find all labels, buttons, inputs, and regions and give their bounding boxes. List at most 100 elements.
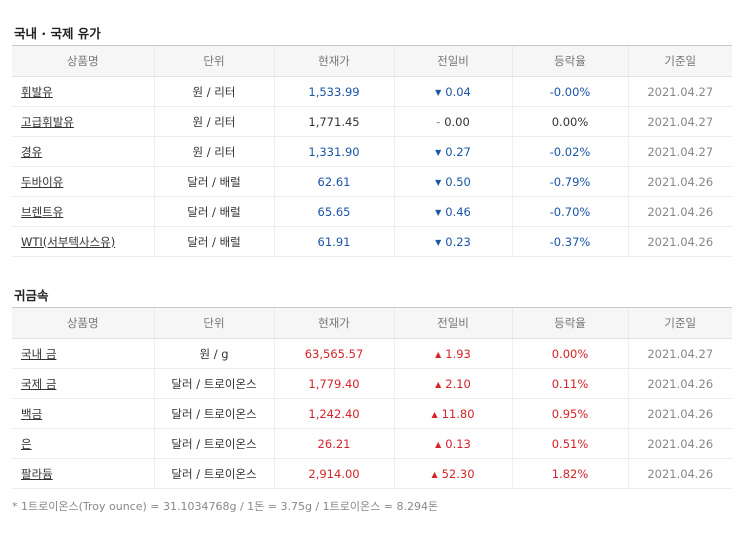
rate-cell: 0.00% — [511, 338, 628, 369]
up-triangle-icon: ▲ — [431, 409, 438, 419]
column-header: 등락율 — [511, 45, 628, 77]
commodity-name-link[interactable]: 휘발유 — [21, 84, 53, 99]
commodity-name-link[interactable]: WTI(서부텍사스유) — [21, 234, 116, 249]
oil-table-header: 상품명 단위 현재가 전일비 등락율 기준일 — [12, 45, 732, 77]
up-triangle-icon: ▲ — [431, 469, 438, 479]
table-row: 두바이유 달러 / 배럴 62.61 ▼ 0.50 -0.79% 2021.04.26 — [12, 166, 732, 197]
price-cell: 62.61 — [273, 166, 394, 197]
change-cell: ▲ 2.10 — [393, 368, 512, 399]
column-header: 기준일 — [627, 45, 732, 77]
table-row: 국제 금 달러 / 트로이온스 1,779.40 ▲ 2.10 0.11% 2021.04.… — [12, 368, 732, 399]
unit-cell: 달러 / 배럴 — [153, 226, 274, 257]
oil-price-table: 상품명 단위 현재가 전일비 등락율 기준일 휘발유 원 / 리터 1,533.99 ▼ 0.04… — [12, 45, 732, 257]
commodity-name-cell: 고급휘발유 — [12, 106, 154, 137]
down-triangle-icon: ▼ — [435, 237, 442, 247]
change-cell: ▲ 11.80 — [393, 398, 512, 429]
conversion-footnote: * 1트로이온스(Troy ounce) = 31.1034768g / 1돈 … — [12, 500, 439, 513]
change-value: 0.00 — [444, 114, 470, 129]
change-value: 0.23 — [445, 234, 471, 249]
unit-cell: 원 / g — [153, 338, 274, 369]
table-row: WTI(서부텍사스유) 달러 / 배럴 61.91 ▼ 0.23 -0.37% 2021.0… — [12, 226, 732, 257]
up-triangle-icon: ▲ — [435, 349, 442, 359]
commodity-name-cell: 국내 금 — [12, 338, 154, 369]
change-cell: ▼ 0.23 — [393, 226, 512, 257]
change-value: 0.04 — [445, 84, 471, 99]
metal-table-header: 상품명 단위 현재가 전일비 등락율 기준일 — [12, 307, 732, 339]
change-value: 0.50 — [445, 174, 471, 189]
rate-cell: 0.95% — [511, 398, 628, 429]
date-cell: 2021.04.26 — [627, 458, 732, 489]
change-cell: ▼ 0.50 — [393, 166, 512, 197]
rate-cell: -0.02% — [511, 136, 628, 167]
commodity-name-link[interactable]: 국제 금 — [21, 376, 57, 391]
price-cell: 63,565.57 — [273, 338, 394, 369]
column-header: 단위 — [153, 45, 274, 77]
date-cell: 2021.04.27 — [627, 76, 732, 107]
commodity-name-link[interactable]: 고급휘발유 — [21, 114, 74, 129]
price-cell: 1,771.45 — [273, 106, 394, 137]
commodity-name-link[interactable]: 경유 — [21, 144, 43, 159]
unit-cell: 달러 / 트로이온스 — [153, 398, 274, 429]
unit-cell: 원 / 리터 — [153, 76, 274, 107]
commodity-name-cell: 은 — [12, 428, 154, 459]
date-cell: 2021.04.26 — [627, 196, 732, 227]
price-cell: 1,242.40 — [273, 398, 394, 429]
commodity-name-cell: 경유 — [12, 136, 154, 167]
date-cell: 2021.04.27 — [627, 106, 732, 137]
table-row: 팔라듐 달러 / 트로이온스 2,914.00 ▲ 52.30 1.82% 2021.04.… — [12, 458, 732, 489]
change-cell: ▲ 52.30 — [393, 458, 512, 489]
up-triangle-icon: ▲ — [435, 379, 442, 389]
unit-cell: 달러 / 트로이온스 — [153, 458, 274, 489]
oil-section-title: 국내 · 국제 유가 — [14, 26, 101, 41]
column-header: 현재가 — [273, 45, 394, 77]
rate-cell: 0.00% — [511, 106, 628, 137]
commodity-name-cell: 팔라듐 — [12, 458, 154, 489]
down-triangle-icon: ▼ — [435, 177, 442, 187]
commodity-name-cell: 국제 금 — [12, 368, 154, 399]
metal-section-title: 귀금속 — [14, 288, 49, 303]
change-value: 52.30 — [441, 466, 475, 481]
dash-icon: – — [436, 117, 441, 127]
commodity-name-link[interactable]: 브렌트유 — [21, 204, 64, 219]
table-row: 백금 달러 / 트로이온스 1,242.40 ▲ 11.80 0.95% 2021.04.2… — [12, 398, 732, 429]
column-header: 등락율 — [511, 307, 628, 339]
unit-cell: 달러 / 배럴 — [153, 166, 274, 197]
commodity-name-link[interactable]: 두바이유 — [21, 174, 64, 189]
rate-cell: -0.37% — [511, 226, 628, 257]
commodity-name-cell: 백금 — [12, 398, 154, 429]
table-row: 은 달러 / 트로이온스 26.21 ▲ 0.13 0.51% 2021.04.26 — [12, 428, 732, 459]
up-triangle-icon: ▲ — [435, 439, 442, 449]
commodity-name-cell: WTI(서부텍사스유) — [12, 226, 154, 257]
date-cell: 2021.04.27 — [627, 136, 732, 167]
change-value: 0.46 — [445, 204, 471, 219]
rate-cell: -0.70% — [511, 196, 628, 227]
date-cell: 2021.04.26 — [627, 166, 732, 197]
rate-cell: 0.11% — [511, 368, 628, 399]
change-cell: ▼ 0.04 — [393, 76, 512, 107]
change-value: 1.93 — [445, 346, 471, 361]
column-header: 기준일 — [627, 307, 732, 339]
commodity-name-cell: 휘발유 — [12, 76, 154, 107]
unit-cell: 원 / 리터 — [153, 106, 274, 137]
commodity-name-link[interactable]: 은 — [21, 436, 32, 451]
change-value: 2.10 — [445, 376, 471, 391]
commodity-name-link[interactable]: 백금 — [21, 406, 43, 421]
column-header: 상품명 — [12, 45, 154, 77]
rate-cell: -0.79% — [511, 166, 628, 197]
commodity-name-link[interactable]: 팔라듐 — [21, 466, 53, 481]
rate-cell: -0.00% — [511, 76, 628, 107]
unit-cell: 달러 / 트로이온스 — [153, 428, 274, 459]
commodity-name-cell: 두바이유 — [12, 166, 154, 197]
date-cell: 2021.04.26 — [627, 428, 732, 459]
unit-cell: 달러 / 트로이온스 — [153, 368, 274, 399]
price-cell: 1,779.40 — [273, 368, 394, 399]
change-cell: ▲ 1.93 — [393, 338, 512, 369]
commodity-name-cell: 브렌트유 — [12, 196, 154, 227]
change-value: 11.80 — [441, 406, 475, 421]
price-cell: 1,331.90 — [273, 136, 394, 167]
change-cell: ▼ 0.46 — [393, 196, 512, 227]
table-row: 고급휘발유 원 / 리터 1,771.45 –0.00 0.00% 2021.04.27 — [12, 106, 732, 137]
price-cell: 65.65 — [273, 196, 394, 227]
unit-cell: 원 / 리터 — [153, 136, 274, 167]
commodity-name-link[interactable]: 국내 금 — [21, 346, 57, 361]
